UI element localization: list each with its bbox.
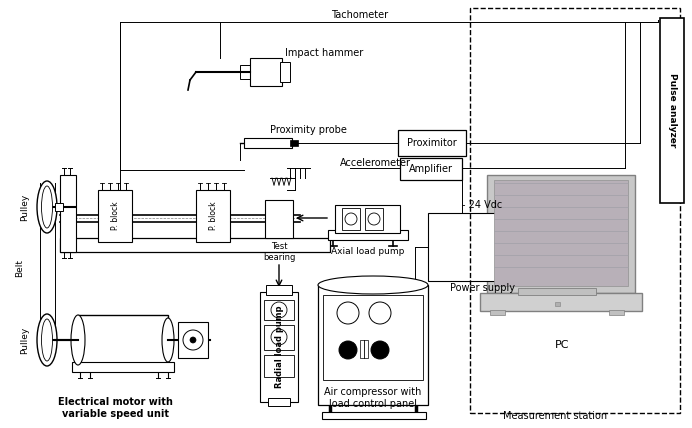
Circle shape bbox=[339, 341, 357, 359]
Text: Electrical motor with
variable speed unit: Electrical motor with variable speed uni… bbox=[57, 397, 172, 419]
Bar bbox=[264, 325, 294, 350]
Bar bbox=[250, 58, 282, 86]
Bar bbox=[240, 65, 252, 79]
Bar bbox=[264, 300, 294, 320]
Bar bbox=[609, 310, 624, 315]
Circle shape bbox=[369, 302, 391, 324]
Bar bbox=[55, 203, 63, 211]
Text: Pulley: Pulley bbox=[21, 327, 30, 354]
Ellipse shape bbox=[162, 318, 174, 362]
Text: Pulse analyzer: Pulse analyzer bbox=[668, 73, 677, 147]
Bar bbox=[480, 293, 642, 311]
Circle shape bbox=[271, 329, 287, 345]
Text: PC: PC bbox=[555, 340, 570, 350]
Bar bbox=[487, 175, 635, 293]
Text: - 24 Vdc: - 24 Vdc bbox=[462, 200, 502, 210]
Circle shape bbox=[271, 302, 287, 318]
Text: Test
bearing: Test bearing bbox=[263, 242, 295, 262]
Bar bbox=[78, 315, 168, 365]
Bar bbox=[280, 62, 290, 82]
Bar bbox=[323, 295, 423, 380]
Text: Pulley: Pulley bbox=[21, 193, 30, 220]
Bar bbox=[494, 180, 628, 286]
Ellipse shape bbox=[42, 186, 53, 228]
Bar bbox=[178, 322, 208, 358]
Text: Belt: Belt bbox=[15, 259, 24, 277]
Text: Measurement station: Measurement station bbox=[503, 411, 607, 421]
Bar bbox=[660, 18, 684, 203]
Bar bbox=[266, 285, 292, 295]
Text: Amplifier: Amplifier bbox=[409, 164, 453, 174]
Bar bbox=[360, 340, 368, 358]
Bar bbox=[265, 200, 293, 238]
Text: P. block: P. block bbox=[208, 202, 217, 230]
Text: Tachometer: Tachometer bbox=[331, 10, 389, 20]
Circle shape bbox=[337, 302, 359, 324]
Bar bbox=[244, 138, 292, 148]
Circle shape bbox=[190, 337, 196, 343]
Bar bbox=[335, 205, 400, 233]
Text: Axial load pump: Axial load pump bbox=[331, 247, 405, 256]
Circle shape bbox=[183, 330, 203, 350]
Bar bbox=[555, 302, 560, 306]
Text: Proximity probe: Proximity probe bbox=[270, 125, 347, 135]
Circle shape bbox=[371, 341, 389, 359]
Bar bbox=[490, 310, 505, 315]
Ellipse shape bbox=[71, 315, 85, 365]
Text: P. block: P. block bbox=[111, 202, 120, 230]
Bar bbox=[318, 285, 428, 405]
Text: Proximitor: Proximitor bbox=[407, 138, 457, 148]
Ellipse shape bbox=[42, 319, 53, 361]
Text: Radial load pump: Radial load pump bbox=[275, 306, 284, 388]
Bar bbox=[60, 175, 76, 252]
Ellipse shape bbox=[318, 276, 428, 294]
Bar bbox=[518, 288, 596, 295]
Bar bbox=[470, 8, 680, 413]
Bar bbox=[260, 292, 298, 402]
Circle shape bbox=[368, 213, 380, 225]
Bar bbox=[264, 355, 294, 377]
Bar bbox=[428, 213, 536, 281]
Text: Air compressor with
load control panel: Air compressor with load control panel bbox=[325, 387, 421, 409]
Bar bbox=[398, 130, 466, 156]
Bar bbox=[342, 208, 360, 230]
Circle shape bbox=[345, 213, 357, 225]
Bar bbox=[400, 158, 462, 180]
Bar bbox=[365, 208, 383, 230]
Bar bbox=[268, 398, 290, 406]
Bar bbox=[322, 412, 426, 419]
Bar bbox=[60, 238, 330, 252]
Bar bbox=[98, 190, 132, 242]
Ellipse shape bbox=[37, 181, 57, 233]
Bar bbox=[72, 362, 174, 372]
Bar bbox=[328, 230, 408, 240]
Bar bbox=[196, 190, 230, 242]
Bar bbox=[290, 140, 298, 146]
Text: Power supply: Power supply bbox=[450, 283, 514, 293]
Text: Accelerometer: Accelerometer bbox=[340, 158, 411, 168]
Ellipse shape bbox=[37, 314, 57, 366]
Text: Impact hammer: Impact hammer bbox=[285, 48, 363, 58]
